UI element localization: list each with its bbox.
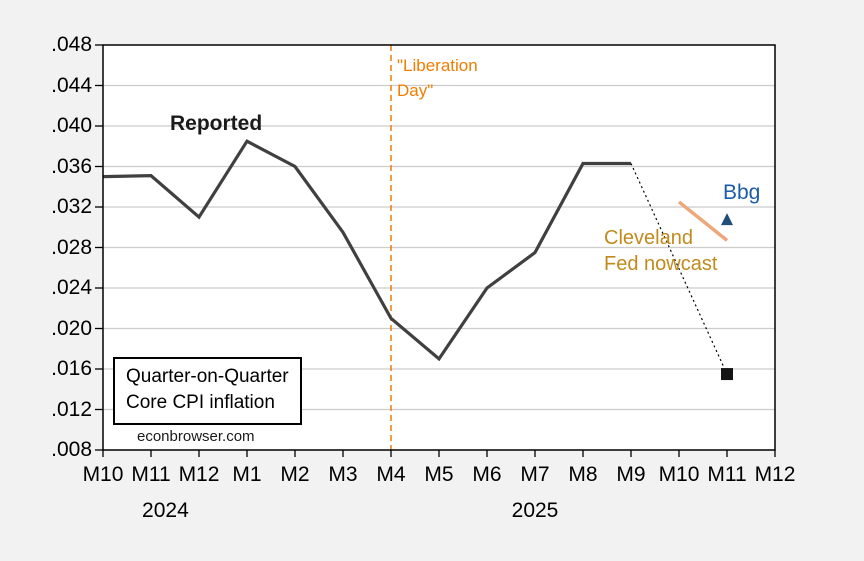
x-axis-tick-label: M9 (616, 463, 646, 486)
y-axis-tick-label: .044 (51, 73, 92, 97)
y-axis-tick-label: .048 (51, 33, 92, 56)
bbg-forecast-label: Bbg (723, 181, 761, 204)
liberation-day-label: "Liberation Day" (397, 53, 478, 103)
x-axis-tick-label: M8 (568, 463, 598, 486)
x-axis-tick-label: M3 (328, 463, 358, 486)
x-axis-tick-label: M1 (232, 463, 262, 486)
y-axis-tick-label: .028 (51, 235, 92, 259)
y-axis-tick-label: .036 (51, 154, 92, 178)
chart-title-line1: Quarter-on-Quarter (126, 366, 289, 387)
chart-title-box: Quarter-on-Quarter Core CPI inflation (113, 357, 302, 425)
year-label: 2024 (142, 499, 189, 522)
y-axis-tick-label: .040 (51, 114, 92, 137)
y-axis-tick-label: .016 (51, 357, 92, 380)
y-axis-tick-label: .032 (51, 195, 92, 218)
forecast-path-square-marker (721, 368, 733, 381)
cleveland-fed-nowcast-label: Cleveland Fed nowcast (604, 225, 717, 277)
x-axis-tick-label: M4 (376, 463, 406, 486)
chart-title-line2: Core CPI inflation (126, 392, 275, 413)
y-axis-tick-label: .020 (51, 316, 92, 340)
x-axis-tick-label: M11 (131, 463, 171, 486)
bbg-triangle-marker (721, 213, 733, 226)
y-axis-tick-label: .008 (51, 438, 92, 461)
cleveland-fed-nowcast-label-line1: Cleveland (604, 227, 693, 249)
x-axis-tick-label: M10 (658, 463, 700, 486)
source-watermark: econbrowser.com (137, 428, 255, 445)
year-label: 2025 (511, 499, 559, 522)
x-axis-tick-label: M2 (280, 463, 310, 486)
x-axis-tick-label: M5 (424, 463, 454, 486)
liberation-day-label-line2: Day" (397, 81, 434, 100)
y-axis-tick-label: .024 (51, 276, 92, 299)
cleveland-fed-nowcast-label-line2: Fed nowcast (604, 253, 718, 275)
x-axis-tick-label: M10 (82, 463, 124, 486)
x-axis-tick-label: M12 (178, 463, 220, 486)
reported-series-label: Reported (170, 112, 263, 135)
liberation-day-label-line1: "Liberation (397, 56, 478, 75)
x-axis-tick-label: M11 (707, 463, 747, 486)
x-axis-tick-label: M7 (520, 463, 550, 486)
reported-line (102, 139, 631, 362)
cleveland-fed-nowcast-line (677, 200, 729, 242)
forecast-path-line (630, 163, 728, 375)
x-axis-tick-label: M12 (754, 463, 796, 486)
y-axis-tick-label: .012 (51, 397, 92, 421)
x-axis-tick-label: M6 (472, 463, 502, 486)
